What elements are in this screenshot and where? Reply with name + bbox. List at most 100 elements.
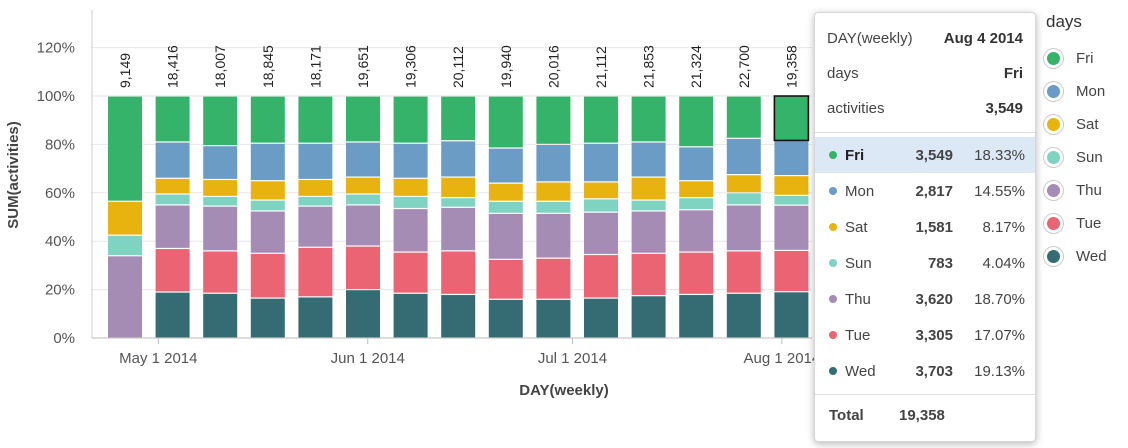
bar-segment-fri[interactable] — [108, 96, 142, 201]
bar-segment-thu[interactable] — [726, 205, 761, 251]
bar-segment-sun[interactable] — [250, 200, 285, 211]
bar-segment-mon[interactable] — [203, 146, 238, 179]
bar-segment-sun[interactable] — [584, 199, 618, 212]
bar-segment-mon[interactable] — [679, 147, 714, 181]
bar-segment-mon[interactable] — [536, 145, 571, 182]
bar-stack[interactable] — [536, 96, 571, 338]
bar-segment-mon[interactable] — [584, 143, 618, 182]
bar-segment-mon[interactable] — [631, 142, 666, 177]
bar-segment-sat[interactable] — [346, 177, 380, 194]
bar-segment-fri[interactable] — [774, 96, 809, 140]
legend-item-fri[interactable]: Fri — [1046, 42, 1128, 75]
bar-segment-fri[interactable] — [441, 96, 476, 141]
bar-stack[interactable] — [346, 96, 380, 338]
bar-segment-sat[interactable] — [108, 201, 142, 235]
bar-stack[interactable] — [679, 96, 714, 338]
bar-segment-tue[interactable] — [298, 247, 333, 297]
legend-item-tue[interactable]: Tue — [1046, 207, 1128, 240]
bar-segment-wed[interactable] — [584, 298, 618, 338]
bar-segment-mon[interactable] — [298, 143, 333, 179]
bar-stack[interactable] — [441, 96, 476, 338]
bar-segment-sun[interactable] — [679, 198, 714, 210]
legend-item-wed[interactable]: Wed — [1046, 240, 1128, 273]
bar-segment-thu[interactable] — [584, 212, 618, 254]
bar-stack[interactable] — [298, 96, 333, 338]
bar-segment-fri[interactable] — [631, 96, 666, 142]
bar-segment-thu[interactable] — [631, 211, 666, 253]
bar-segment-thu[interactable] — [679, 210, 714, 252]
bar-segment-tue[interactable] — [774, 250, 809, 292]
bar-segment-sun[interactable] — [536, 201, 571, 213]
bar-segment-thu[interactable] — [155, 205, 190, 248]
bar-segment-mon[interactable] — [346, 142, 380, 177]
bar-segment-wed[interactable] — [346, 290, 380, 338]
bar-segment-thu[interactable] — [203, 206, 238, 251]
bar-segment-wed[interactable] — [203, 293, 238, 338]
bar-segment-sat[interactable] — [584, 182, 618, 199]
bar-segment-wed[interactable] — [441, 295, 476, 338]
bar-segment-sun[interactable] — [346, 194, 380, 205]
bar-segment-wed[interactable] — [679, 295, 714, 338]
bar-stack[interactable] — [250, 96, 285, 338]
bar-segment-mon[interactable] — [774, 140, 809, 175]
bar-segment-wed[interactable] — [155, 292, 190, 338]
bar-segment-sun[interactable] — [203, 197, 238, 206]
bar-stack[interactable] — [631, 96, 666, 338]
bar-segment-wed[interactable] — [726, 293, 761, 338]
bar-segment-thu[interactable] — [108, 256, 142, 338]
bar-segment-sat[interactable] — [679, 181, 714, 198]
bar-segment-tue[interactable] — [726, 251, 761, 293]
bar-segment-fri[interactable] — [584, 96, 618, 143]
bar-segment-mon[interactable] — [393, 143, 428, 178]
bar-segment-wed[interactable] — [393, 293, 428, 338]
bar-segment-sat[interactable] — [298, 180, 333, 196]
bar-segment-fri[interactable] — [536, 96, 571, 144]
bar-segment-thu[interactable] — [441, 207, 476, 251]
bar-stack[interactable] — [108, 96, 142, 338]
bar-segment-thu[interactable] — [393, 209, 428, 252]
bar-segment-tue[interactable] — [393, 252, 428, 293]
bar-segment-sun[interactable] — [108, 235, 142, 256]
bar-segment-wed[interactable] — [488, 299, 523, 338]
bar-segment-sat[interactable] — [250, 181, 285, 200]
bar-segment-sat[interactable] — [631, 177, 666, 200]
bar-segment-mon[interactable] — [155, 142, 190, 178]
bar-segment-thu[interactable] — [346, 205, 380, 246]
bar-segment-tue[interactable] — [346, 246, 380, 289]
bar-stack[interactable] — [773, 95, 810, 338]
bar-segment-tue[interactable] — [441, 251, 476, 294]
bar-segment-sat[interactable] — [393, 178, 428, 196]
bar-segment-fri[interactable] — [488, 96, 523, 148]
bar-segment-wed[interactable] — [774, 292, 809, 338]
bar-segment-tue[interactable] — [631, 253, 666, 296]
bar-segment-wed[interactable] — [250, 298, 285, 338]
bar-stack[interactable] — [155, 96, 190, 338]
bar-segment-sun[interactable] — [441, 198, 476, 207]
bar-segment-tue[interactable] — [155, 249, 190, 292]
bar-segment-fri[interactable] — [346, 96, 380, 142]
legend-item-sat[interactable]: Sat — [1046, 108, 1128, 141]
bar-segment-tue[interactable] — [584, 255, 618, 298]
bar-segment-mon[interactable] — [250, 143, 285, 181]
bar-segment-sun[interactable] — [726, 193, 761, 205]
bar-segment-sun[interactable] — [631, 200, 666, 211]
bar-segment-sat[interactable] — [155, 178, 190, 194]
bar-segment-tue[interactable] — [536, 258, 571, 299]
bar-stack[interactable] — [393, 96, 428, 338]
bar-segment-sat[interactable] — [774, 176, 809, 195]
bar-stack[interactable] — [488, 96, 523, 338]
bar-segment-sat[interactable] — [726, 175, 761, 193]
bar-segment-fri[interactable] — [298, 96, 333, 143]
bar-segment-mon[interactable] — [488, 148, 523, 183]
bar-segment-thu[interactable] — [774, 205, 809, 250]
bar-segment-tue[interactable] — [203, 251, 238, 293]
bar-segment-mon[interactable] — [726, 138, 761, 175]
bar-segment-fri[interactable] — [679, 96, 714, 147]
legend-item-sun[interactable]: Sun — [1046, 141, 1128, 174]
bar-segment-sun[interactable] — [488, 201, 523, 213]
bar-segment-fri[interactable] — [393, 96, 428, 143]
legend-item-thu[interactable]: Thu — [1046, 174, 1128, 207]
bar-stack[interactable] — [726, 96, 761, 338]
bar-segment-tue[interactable] — [488, 259, 523, 299]
bar-segment-fri[interactable] — [155, 96, 190, 142]
